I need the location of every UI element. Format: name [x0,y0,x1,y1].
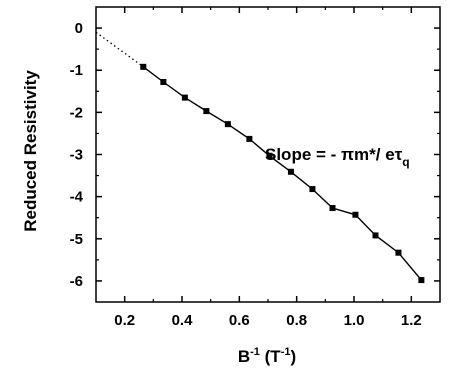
ticks: 0.2 0.4 0.6 0.8 1.0 1.2 0 -1 -2 -3 -4 -5 -6 [70,7,440,329]
x-axis-title: B-1 (T-1) [238,346,296,366]
y-tick-label: -3 [70,147,83,164]
y-tick-label: -5 [70,231,83,248]
data-point [266,152,273,159]
y-tick-label: 0 [75,20,83,37]
x-axis-title-unit-close: ) [290,347,296,366]
data-point [372,232,379,239]
data-point [309,186,316,193]
data-point [395,249,402,256]
data-point [287,168,294,175]
slope-annotation: Slope = - πm*/ eτq [265,145,410,169]
data-point [418,277,425,284]
data-point [181,94,188,101]
x-tick-label: 1.0 [344,312,365,329]
x-tick-label: 0.6 [229,312,250,329]
slope-annotation-subscript: q [402,155,409,169]
x-axis-title-unit-sup: -1 [281,346,291,358]
y-axis-title: Reduced Resistivity [21,70,40,232]
extrapolation-line [95,31,144,68]
data-point [140,63,147,70]
data-point [224,121,231,128]
data-point [246,135,253,142]
x-tick-label: 0.8 [286,312,307,329]
x-tick-label: 0.2 [114,312,135,329]
x-axis-title-base: B [238,347,250,366]
y-tick-label: -1 [70,62,83,79]
y-tick-label: -6 [70,273,83,290]
data-point [329,205,336,212]
x-tick-label: 0.4 [172,312,194,329]
y-tick-label: -4 [70,189,84,206]
series-line [142,66,422,281]
plot-area [95,31,425,284]
y-tick-label: -2 [70,104,83,121]
data-point [203,108,210,115]
x-axis-title-base-sup: -1 [250,346,260,358]
data-point [352,211,359,218]
data-point [160,79,167,86]
x-axis-title-unit-open: (T [260,347,281,366]
x-tick-label: 1.2 [401,312,422,329]
slope-annotation-text: Slope = - πm*/ eτ [265,145,403,164]
